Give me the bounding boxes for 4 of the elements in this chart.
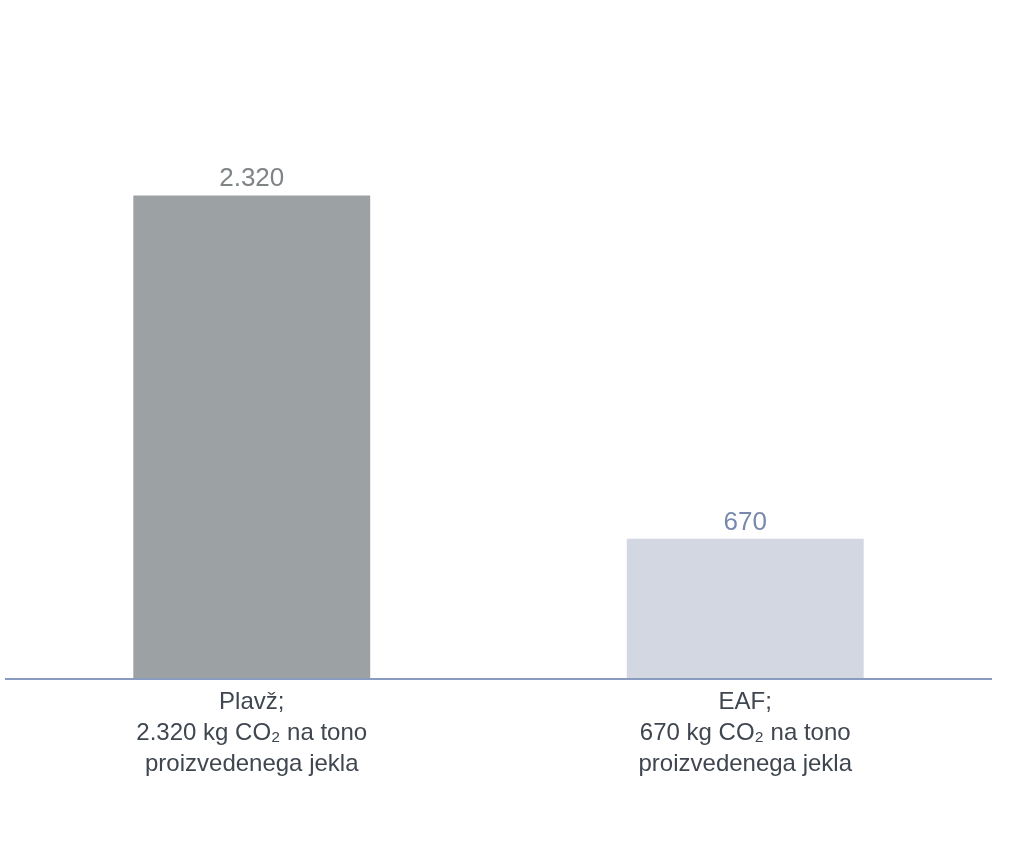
- x-tick-label: Plavž; 2.320 kg CO₂ na tono proizvedenega jekla: [136, 686, 368, 776]
- x-tick-label: EAF; 670 kg CO₂ na tono proizvedenega jekla: [638, 686, 853, 776]
- data-label: 670: [723, 505, 767, 536]
- data-label: 2.320: [219, 162, 285, 193]
